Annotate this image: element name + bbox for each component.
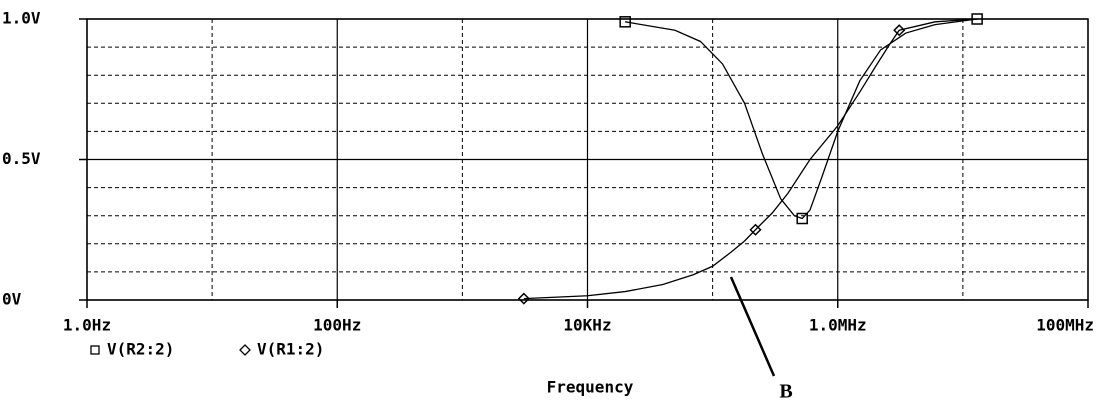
marker [893,24,906,37]
x-tick-label: 100MHz [1036,316,1094,335]
x-tick-label: 1.0Hz [63,316,111,335]
annotation: B [779,381,792,403]
legend-symbol [239,344,251,356]
legend-label: V(R2:2) [107,340,174,359]
series-line [625,18,978,220]
x-tick-label: 100Hz [313,316,361,335]
marker [619,16,631,28]
annotation-arrow [729,276,776,377]
x-tick-label: 1.0MHz [809,316,867,335]
y-tick-label: 0V [2,290,22,309]
marker [517,292,530,305]
marker [749,223,762,236]
series-line [523,18,978,300]
y-tick-label: 0.5V [2,149,41,168]
legend-label: V(R1:2) [257,340,324,359]
legend-symbol [90,345,100,355]
plot-border [86,18,1089,301]
x-tick-label: 10KHz [563,316,611,335]
marker [796,212,808,225]
y-tick-label: 1.0V [2,9,41,28]
x-axis-label: Frequency [547,378,634,397]
